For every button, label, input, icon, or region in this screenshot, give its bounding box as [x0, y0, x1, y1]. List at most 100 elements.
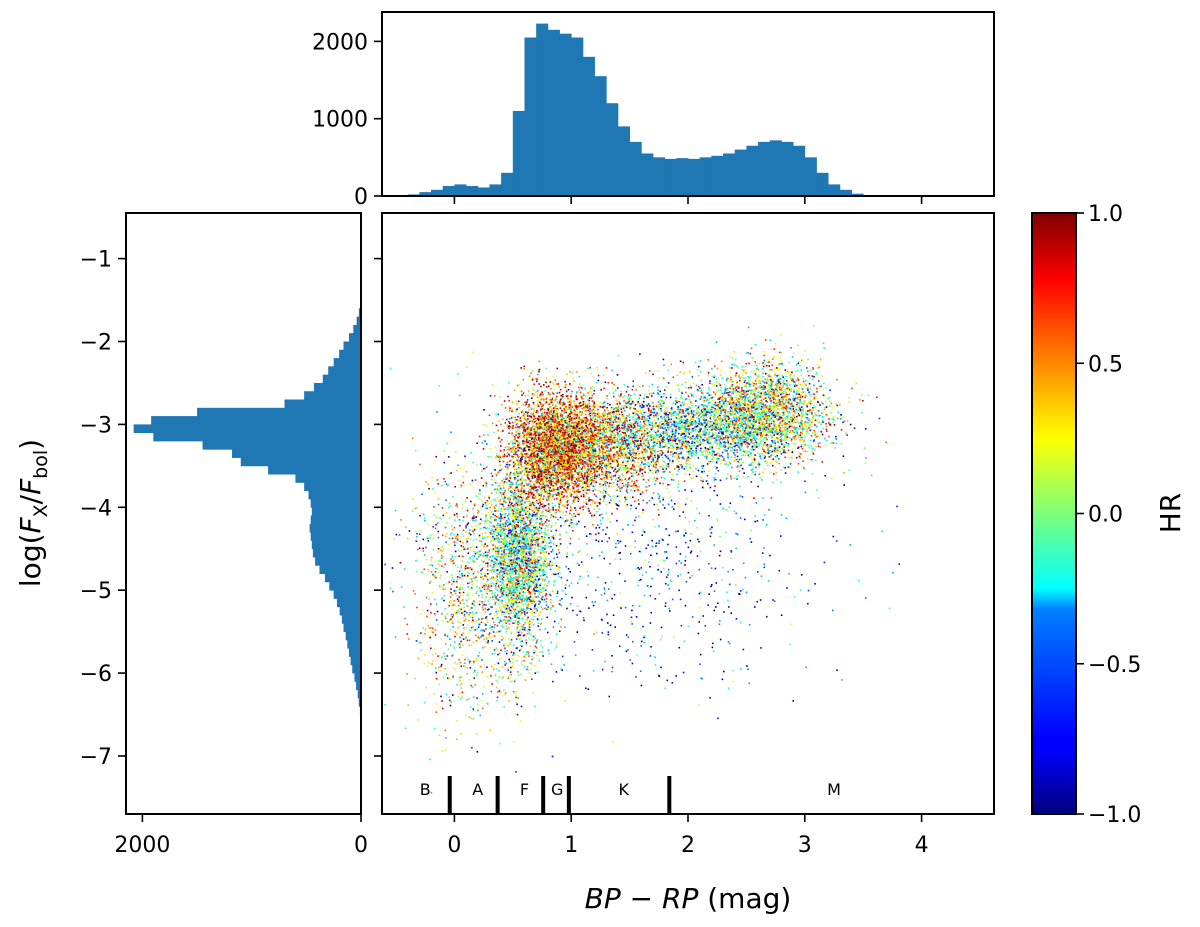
scatter-point	[504, 602, 507, 604]
scatter-point	[511, 657, 514, 660]
scatter-point	[485, 590, 488, 593]
scatter-point	[601, 496, 604, 499]
scatter-point	[571, 460, 573, 462]
scatter-point	[656, 416, 658, 418]
scatter-point	[596, 400, 599, 402]
scatter-point	[514, 576, 517, 578]
scatter-point	[561, 396, 564, 398]
top-histogram-bar	[641, 153, 654, 196]
scatter-point	[581, 408, 584, 410]
left-histogram-ytick-label: −3	[80, 413, 112, 438]
scatter-point	[631, 460, 633, 463]
scatter-point	[619, 551, 621, 554]
scatter-point	[435, 455, 437, 458]
scatter-point	[474, 684, 476, 686]
scatter-point	[734, 437, 736, 440]
scatter-point	[576, 444, 579, 446]
scatter-point	[738, 403, 740, 406]
scatter-point	[780, 407, 783, 410]
scatter-point	[731, 390, 733, 393]
scatter-point	[532, 447, 534, 450]
scatter-point	[522, 623, 525, 626]
scatter-point	[629, 552, 632, 555]
scatter-point	[608, 471, 610, 473]
scatter-point	[702, 433, 704, 436]
scatter-point	[609, 424, 612, 426]
scatter-point	[735, 385, 738, 388]
scatter-point	[789, 463, 792, 465]
scatter-point	[703, 399, 706, 402]
scatter-point	[590, 533, 593, 536]
scatter-point	[797, 447, 799, 449]
scatter-point	[543, 533, 546, 535]
scatter-point	[716, 391, 718, 393]
scatter-point	[517, 442, 520, 444]
scatter-point	[727, 441, 730, 444]
scatter-point	[648, 417, 651, 420]
top-histogram-bar	[512, 110, 525, 196]
scatter-point	[661, 400, 664, 402]
scatter-point	[739, 422, 741, 424]
scatter-point	[596, 416, 598, 418]
scatter-point	[725, 392, 728, 394]
scatter-point	[565, 491, 568, 493]
scatter-point	[735, 431, 737, 434]
scatter-point	[516, 503, 519, 506]
scatter-point	[735, 389, 738, 391]
scatter-point	[700, 424, 703, 427]
scatter-point	[667, 574, 669, 576]
scatter-point	[535, 455, 537, 458]
scatter-point	[535, 380, 538, 383]
scatter-point	[768, 450, 770, 452]
scatter-point	[742, 389, 745, 392]
scatter-point	[553, 557, 555, 560]
scatter-point	[617, 421, 619, 424]
scatter-point	[508, 615, 510, 618]
scatter-point	[624, 478, 627, 480]
scatter-point	[757, 386, 760, 388]
scatter-point	[794, 429, 796, 431]
scatter-point	[800, 423, 802, 426]
scatter-point	[719, 425, 722, 427]
scatter-point	[389, 587, 392, 589]
scatter-point	[591, 481, 593, 484]
scatter-point	[750, 529, 752, 532]
scatter-point	[564, 380, 566, 383]
scatter-point	[550, 475, 552, 477]
scatter-point	[765, 392, 767, 395]
scatter-point	[607, 439, 610, 442]
scatter-point	[734, 426, 737, 428]
scatter-point	[631, 429, 634, 431]
scatter-point	[484, 532, 487, 534]
scatter-point	[619, 430, 621, 433]
scatter-point	[520, 528, 522, 530]
scatter-point	[788, 421, 790, 423]
scatter-point	[527, 530, 530, 533]
left-histogram-bar	[329, 581, 361, 591]
scatter-point	[698, 568, 701, 571]
scatter-point	[781, 431, 783, 433]
scatter-point	[681, 436, 683, 439]
scatter-point	[507, 599, 509, 601]
scatter-point	[542, 511, 544, 513]
scatter-point	[522, 581, 524, 584]
scatter-point	[492, 544, 494, 546]
left-histogram-bar	[202, 440, 361, 450]
scatter-point	[534, 474, 536, 477]
scatter-point	[578, 402, 581, 405]
scatter-point	[540, 564, 542, 567]
scatter-point	[683, 480, 686, 482]
scatter-point	[567, 389, 570, 391]
scatter-point	[564, 700, 566, 702]
scatter-point	[655, 479, 657, 482]
scatter-point	[604, 418, 606, 420]
scatter-point	[750, 411, 753, 414]
scatter-point	[658, 497, 660, 500]
scatter-point	[564, 626, 566, 629]
scatter-point	[488, 589, 491, 592]
scatter-point	[651, 395, 653, 397]
scatter-point	[440, 598, 443, 600]
scatter-point	[486, 675, 488, 678]
scatter-point	[483, 554, 485, 556]
scatter-point	[616, 429, 618, 431]
